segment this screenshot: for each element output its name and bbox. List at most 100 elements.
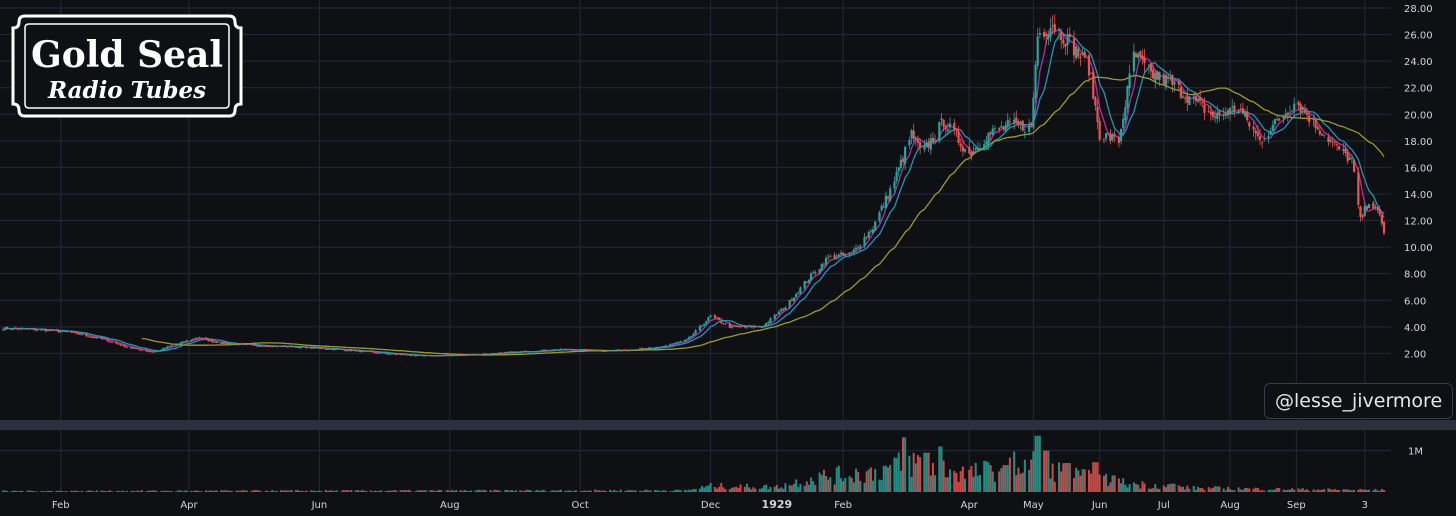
volume-bar xyxy=(356,490,359,492)
candle-body xyxy=(953,123,956,131)
candle-body xyxy=(878,212,881,222)
time-tick-label: Jul xyxy=(1157,500,1170,511)
pane-separator[interactable] xyxy=(0,420,1456,430)
candle-body xyxy=(1352,160,1356,172)
candle-body xyxy=(923,146,926,150)
candle-body xyxy=(1023,132,1026,134)
volume-bar xyxy=(1081,469,1084,492)
volume-bar xyxy=(361,489,364,492)
candle-body xyxy=(115,342,118,344)
candle-body xyxy=(1102,138,1106,140)
candle-body xyxy=(1267,136,1270,138)
candle-body xyxy=(149,351,152,353)
time-axis[interactable]: Feb Apr Jun Aug Oct Dec 1929 Feb Apr May Jun Jul Aug… xyxy=(52,498,1368,511)
volume-bar xyxy=(878,479,881,492)
volume-bar xyxy=(1141,481,1144,492)
volume-bar xyxy=(453,490,456,492)
volume-bar xyxy=(179,490,182,492)
volume-bar xyxy=(963,478,966,492)
candle-body xyxy=(390,353,394,355)
volume-bar xyxy=(1109,482,1112,492)
candle-body xyxy=(737,326,740,328)
volume-bar xyxy=(249,491,252,492)
volume-bar xyxy=(1073,478,1076,492)
candle-body xyxy=(1117,137,1121,144)
volume-bar xyxy=(1372,490,1375,492)
volume-bar xyxy=(290,490,293,492)
candle-body xyxy=(200,337,203,339)
volume-bar xyxy=(658,490,661,492)
candle-body xyxy=(1083,51,1086,58)
candle-body xyxy=(168,346,171,347)
volume-bar xyxy=(585,491,588,492)
candle-body xyxy=(649,347,652,349)
volume-bar xyxy=(1047,450,1050,492)
candle-body xyxy=(886,196,890,199)
candle-body xyxy=(296,346,300,348)
candle-body xyxy=(839,252,843,255)
candle-body xyxy=(859,246,862,249)
volume-bar xyxy=(1066,463,1069,492)
candle-body xyxy=(675,342,678,344)
volume-bar xyxy=(743,486,746,492)
candle-body xyxy=(1258,135,1262,140)
volume-bar xyxy=(955,472,958,492)
candle-body xyxy=(1008,121,1011,123)
volume-bar xyxy=(145,491,148,492)
volume-bar xyxy=(431,490,434,492)
candle-body xyxy=(570,349,573,351)
volume-bar xyxy=(863,482,866,492)
volume-bar xyxy=(632,490,635,492)
volume-bar xyxy=(884,465,887,492)
candle-body xyxy=(747,325,751,327)
volume-bar xyxy=(703,487,706,492)
candle-body xyxy=(275,345,278,347)
volume-bar xyxy=(1276,487,1279,492)
volume-bar xyxy=(579,491,582,492)
candle-body xyxy=(1380,214,1383,224)
volume-bar xyxy=(889,464,892,492)
candle-body xyxy=(420,355,424,356)
volume-bar xyxy=(344,490,347,492)
volume-bar xyxy=(1008,457,1011,492)
volume-bar xyxy=(1303,490,1306,492)
volume-bar xyxy=(1380,488,1383,492)
candle-body xyxy=(527,351,530,353)
volume-bar xyxy=(168,491,171,492)
candle-body xyxy=(480,354,483,356)
candle-body xyxy=(1002,126,1005,130)
volume-bar xyxy=(679,490,682,492)
candle-body xyxy=(376,352,379,354)
volume-bar xyxy=(421,490,424,492)
volume-bar xyxy=(1288,489,1291,492)
price-tick-label: 26.00 xyxy=(1404,31,1433,42)
volume-bar xyxy=(683,489,686,492)
volume-bar xyxy=(1062,463,1065,492)
volume-bar xyxy=(993,481,996,492)
volume-bar xyxy=(698,488,701,492)
candle-body xyxy=(884,195,887,208)
volume-bar xyxy=(438,489,441,492)
candle-body xyxy=(842,252,845,255)
candle-body xyxy=(914,137,917,140)
time-tick-label: Feb xyxy=(834,500,852,511)
price-axis[interactable]: 2.00 4.00 6.00 8.00 10.00 12.00 14.00 16.00 18.0… xyxy=(1404,4,1433,458)
candle-body xyxy=(1241,108,1245,114)
candle-body xyxy=(822,264,826,266)
candle-body xyxy=(647,347,650,349)
volume-bar xyxy=(480,490,483,492)
candle-body xyxy=(166,346,169,349)
candle-body xyxy=(587,349,590,351)
volume-bar xyxy=(820,475,823,492)
candle-body xyxy=(643,348,646,350)
volume-bar xyxy=(1028,469,1031,492)
volume-bar xyxy=(87,490,90,492)
volume-bar xyxy=(429,490,432,492)
candle-body xyxy=(656,347,659,349)
volume-bar xyxy=(286,490,289,492)
candle-body xyxy=(698,325,702,331)
candle-body xyxy=(164,347,167,349)
candle-body xyxy=(500,352,503,354)
candle-body xyxy=(709,315,712,317)
